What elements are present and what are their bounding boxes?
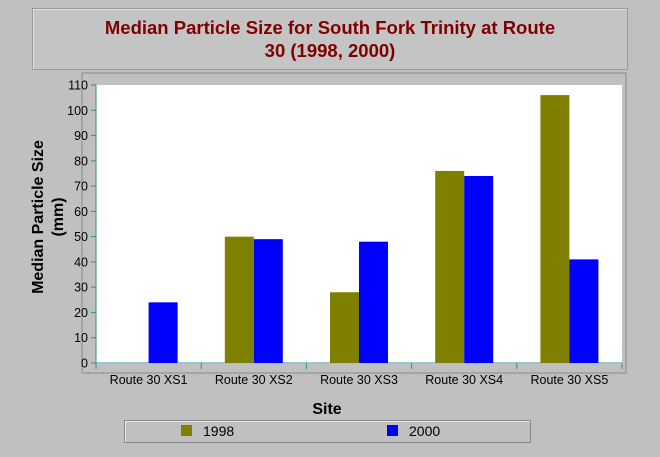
x-tick-label: Route 30 XS3 [320, 373, 398, 387]
x-axis-label: Site [312, 401, 341, 418]
y-axis-label-line-2: (mm) [50, 197, 67, 236]
y-tick-label: 60 [74, 205, 88, 219]
y-tick-label: 10 [74, 331, 88, 345]
x-tick-label: Route 30 XS2 [215, 373, 293, 387]
legend: 1998 2000 [124, 420, 531, 443]
legend-label-1998: 1998 [203, 423, 235, 439]
bar-2000-5 [569, 259, 599, 363]
y-tick-label: 0 [81, 357, 88, 371]
y-tick-label: 20 [74, 306, 88, 320]
y-axis: 0 10 20 30 40 50 60 70 80 90 100 110 [67, 79, 97, 371]
y-tick-label: 70 [74, 180, 88, 194]
y-tick-label: 90 [74, 129, 88, 143]
bar-1998-3 [330, 292, 359, 363]
x-tick-label: Route 30 XS4 [425, 373, 503, 387]
legend-swatch-1998 [181, 425, 192, 436]
y-tick-label: 100 [67, 104, 88, 118]
x-axis: Route 30 XS1 Route 30 XS2 Route 30 XS3 Rout… [95, 362, 623, 387]
x-tick-label: Route 30 XS1 [110, 373, 188, 387]
x-tick-label: Route 30 XS5 [530, 373, 608, 387]
y-tick-label: 30 [74, 281, 88, 295]
bar-2000-4 [464, 175, 494, 363]
y-tick-label: 110 [68, 79, 88, 93]
bars [148, 95, 599, 363]
bar-2000-3 [359, 241, 388, 363]
chart-title-line-1: Median Particle Size for South Fork Trin… [104, 17, 556, 38]
bar-1998-5 [540, 95, 570, 363]
bar-2000-1 [148, 302, 178, 363]
y-tick-label: 80 [74, 154, 88, 168]
chart-title-line-2: 30 (1998, 2000) [264, 40, 396, 61]
bar-2000-2 [253, 239, 283, 363]
bar-1998-4 [435, 170, 465, 363]
chart-title: Median Particle Size for South Fork Trin… [32, 8, 628, 70]
y-axis-label-line-1: Median Particle Size [30, 140, 47, 294]
bar-1998-2 [224, 236, 254, 363]
y-tick-label: 50 [74, 230, 88, 244]
legend-label-2000: 2000 [409, 423, 441, 439]
y-tick-label: 40 [74, 255, 88, 269]
legend-swatch-2000 [387, 425, 398, 436]
